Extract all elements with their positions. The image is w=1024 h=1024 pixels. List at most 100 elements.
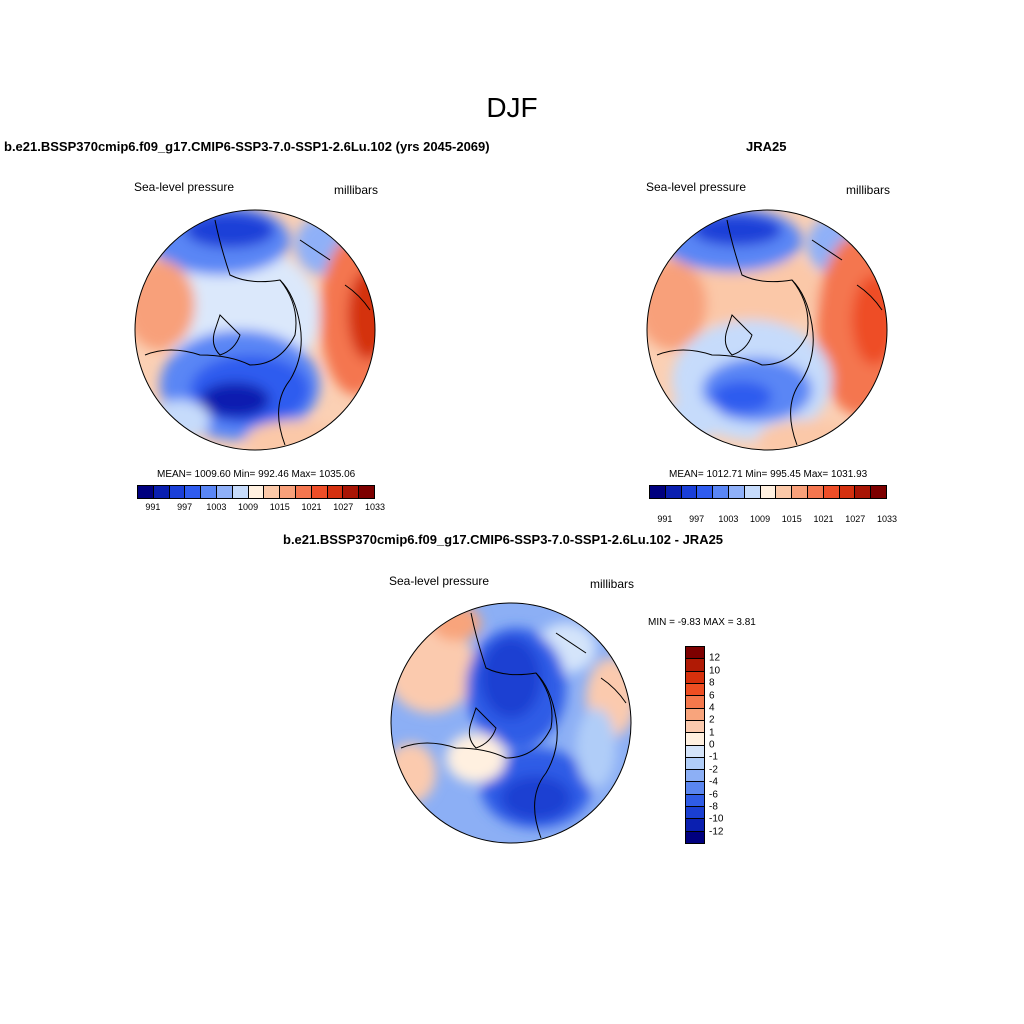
colorbar-tick-label: 0 [709, 739, 715, 751]
colorbar-tick-label: -10 [709, 813, 724, 825]
colorbar-swatch [264, 486, 281, 498]
colorbar-swatch [686, 831, 704, 843]
colorbar-swatch [686, 683, 704, 697]
colorbar-swatch [216, 486, 233, 498]
panel-2-variable-label: Sea-level pressure [646, 180, 747, 194]
colorbar-tick-label: -8 [709, 801, 718, 813]
colorbar-tick-label: 1015 [781, 514, 802, 524]
colorbar-swatch [697, 486, 714, 498]
colorbar-tick-label: 1003 [206, 502, 227, 512]
colorbar-swatch [280, 486, 296, 498]
colorbar-tick-label: 1009 [238, 502, 259, 512]
colorbar-swatch [728, 486, 745, 498]
panel-3-colorbar-ticks: 12 10 8 6 4 2 1 0 -1 -2 -4 -6 -8 -10 -12 [709, 646, 739, 844]
colorbar-tick-label: 991 [145, 502, 161, 512]
panel-1-map [134, 209, 376, 451]
colorbar-swatch [681, 486, 698, 498]
panel-2-pressure-region [692, 214, 782, 246]
panel-1-pressure-region [185, 212, 275, 248]
colorbar-swatch [311, 486, 328, 498]
colorbar-swatch [807, 486, 824, 498]
colorbar-swatch [185, 486, 202, 498]
colorbar-swatch [792, 486, 808, 498]
colorbar-swatch [686, 794, 704, 808]
colorbar-swatch [744, 486, 761, 498]
colorbar-swatch [686, 696, 704, 709]
panel-2-title: JRA25 [746, 139, 787, 154]
colorbar-tick-label: 1021 [813, 514, 834, 524]
colorbar-swatch [686, 708, 704, 721]
colorbar-tick-label: 1027 [845, 514, 866, 524]
panel-2-pressure-region [712, 381, 772, 413]
colorbar-tick-label: 2 [709, 714, 715, 726]
panel-2-colorbar-ticks: 991 997 1003 1009 1015 1021 1027 1033 [649, 514, 897, 526]
colorbar-swatch [839, 486, 856, 498]
panel-3-coastlines [400, 612, 627, 839]
colorbar-swatch [686, 720, 704, 734]
colorbar-swatch [686, 819, 704, 832]
colorbar-swatch [686, 807, 704, 820]
panel-1-colorbar [137, 485, 375, 499]
colorbar-tick-label: 1015 [269, 502, 290, 512]
panel-1-colorbar-ticks: 991 997 1003 1009 1015 1021 1027 1033 [137, 502, 385, 514]
colorbar-tick-label: 1033 [876, 514, 898, 524]
panel-2-stats: MEAN= 1012.71 Min= 995.45 Max= 1031.93 [669, 469, 868, 480]
colorbar-tick-label: 997 [177, 502, 193, 512]
colorbar-swatch [776, 486, 793, 498]
figure-title: DJF [486, 92, 538, 123]
colorbar-swatch [248, 486, 265, 498]
colorbar-tick-label: -1 [709, 751, 718, 763]
panel-3-map [390, 602, 632, 844]
colorbar-tick-label: 10 [709, 665, 721, 677]
panel-2-map [646, 209, 888, 451]
colorbar-swatch [169, 486, 186, 498]
colorbar-tick-label: 991 [657, 514, 673, 524]
panel-3-variable-label: Sea-level pressure [389, 574, 490, 588]
panel-1-units-label: millibars [334, 183, 379, 197]
colorbar-tick-label: -4 [709, 776, 718, 788]
colorbar-swatch [686, 671, 704, 684]
panel-3-pressure-region [481, 638, 541, 718]
colorbar-swatch [686, 757, 704, 771]
colorbar-tick-label: 997 [689, 514, 705, 524]
colorbar-swatch [295, 486, 312, 498]
panel-1-pressure-region [200, 382, 270, 418]
panel-3-pressure-region [576, 708, 616, 788]
panel-2-pressure-region [757, 420, 857, 450]
panel-1-pressure-region [150, 400, 210, 440]
colorbar-swatch [343, 486, 360, 498]
colorbar-swatch [760, 486, 777, 498]
colorbar-tick-label: 1003 [718, 514, 739, 524]
panel-3-stats: MIN = -9.83 MAX = 3.81 [648, 617, 756, 628]
colorbar-swatch [855, 486, 872, 498]
panel-1-stats: MEAN= 1009.60 Min= 992.46 Max= 1035.06 [157, 469, 356, 480]
colorbar-swatch [138, 486, 154, 498]
colorbar-swatch [871, 486, 886, 498]
panel-1-pressure-region [348, 270, 375, 360]
colorbar-tick-label: 4 [709, 702, 715, 714]
colorbar-tick-label: 1033 [364, 502, 386, 512]
colorbar-tick-label: -12 [709, 826, 724, 838]
colorbar-tick-label: 6 [709, 690, 715, 701]
panel-3-units-label: millibars [590, 577, 635, 591]
colorbar-swatch [713, 486, 729, 498]
colorbar-swatch [686, 733, 704, 746]
colorbar-swatch [650, 486, 666, 498]
colorbar-swatch [201, 486, 217, 498]
colorbar-tick-label: -6 [709, 789, 718, 800]
panel-3-pressure-region [501, 776, 571, 820]
panel-3-pressure-region [391, 743, 436, 803]
colorbar-tick-label: 8 [709, 677, 715, 689]
colorbar-swatch [153, 486, 170, 498]
colorbar-swatch [327, 486, 344, 498]
panel-1-coastlines [144, 219, 371, 446]
colorbar-swatch [686, 770, 704, 783]
panel-1-variable-label: Sea-level pressure [134, 180, 235, 194]
panel-3-pressure-region [446, 733, 506, 783]
panel-3-title: b.e21.BSSP370cmip6.f09_g17.CMIP6-SSP3-7.… [283, 532, 724, 547]
colorbar-swatch [686, 745, 704, 758]
panel-2-colorbar [649, 485, 887, 499]
colorbar-tick-label: 1009 [750, 514, 771, 524]
panel-2-pressure-region [662, 400, 722, 440]
colorbar-swatch [359, 486, 374, 498]
